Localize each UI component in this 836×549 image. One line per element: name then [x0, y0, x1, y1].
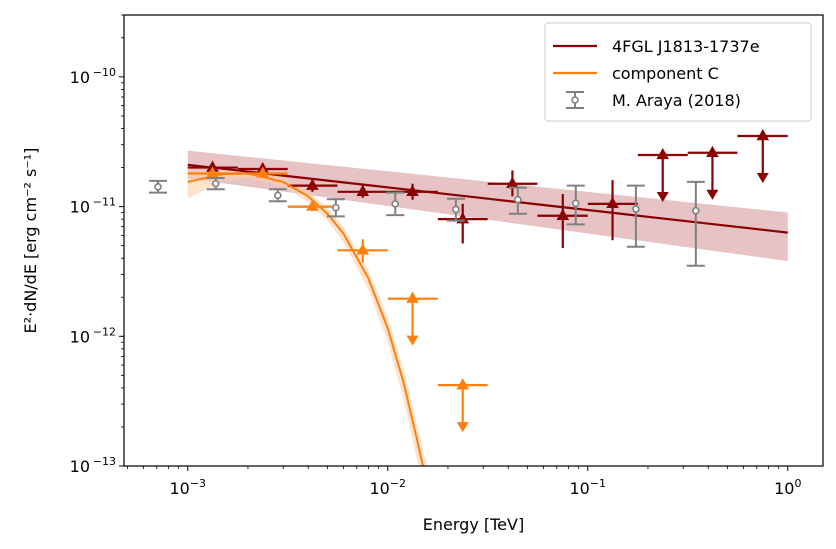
tick-exponent: −12: [93, 325, 116, 338]
tick-base: 10: [70, 68, 90, 87]
araya-point: [686, 180, 705, 267]
legend-entry: 4FGL J1813-1737e: [553, 37, 760, 56]
legend-box: [544, 22, 812, 122]
triangle-marker: [306, 199, 319, 211]
araya-point: [149, 179, 168, 194]
tick-base: 10: [70, 198, 90, 217]
triangle-marker: [456, 378, 470, 390]
axes-frame: [123, 14, 824, 467]
legend-circle-marker: [571, 96, 579, 104]
open-circle-marker: [211, 179, 220, 188]
tick-exponent: −3: [190, 477, 206, 490]
y-tick-label: 10 −13: [70, 455, 116, 476]
open-circle-marker: [332, 203, 340, 212]
triangle-marker: [206, 160, 219, 172]
triangle-marker: [656, 147, 670, 160]
araya-point: [326, 198, 345, 218]
x-tick-label: 10−2: [369, 477, 406, 498]
tick-exponent: 0: [794, 477, 801, 490]
open-circle-marker: [452, 205, 460, 214]
legend: 4FGL J1813-1737e component C M. Araya (201…: [544, 22, 812, 122]
tick-exponent: −13: [93, 455, 116, 468]
araya-point: [566, 184, 585, 226]
flux-point: [637, 153, 688, 202]
open-circle-marker: [632, 205, 640, 213]
x-tick-label: 10−1: [569, 477, 606, 498]
tick-base: 10: [70, 457, 90, 476]
araya-point: [386, 191, 405, 217]
open-circle-marker: [154, 183, 162, 191]
flux-point: [437, 384, 488, 433]
araya-point: [508, 186, 527, 215]
y-tick-label: 10 −11: [70, 196, 116, 217]
tick-exponent: −10: [93, 66, 116, 79]
araya-point: [268, 188, 287, 203]
open-circle-marker: [391, 200, 400, 208]
plot-area: [149, 129, 788, 466]
upper-limit-arrow: [456, 422, 469, 433]
tick-base: 10: [774, 479, 794, 498]
triangle-marker: [606, 196, 619, 209]
tick-exponent: −11: [93, 196, 116, 209]
legend-entry: component C: [553, 64, 719, 83]
triangle-marker: [706, 145, 719, 157]
tick-base: 10: [70, 327, 90, 346]
upper-limit-arrow: [406, 335, 419, 346]
triangle-marker: [406, 291, 419, 303]
y-tick-label: 10 −12: [70, 325, 116, 346]
triangle-marker: [356, 243, 370, 255]
flux-point: [737, 134, 788, 184]
open-circle-marker: [274, 191, 282, 200]
triangle-marker: [756, 129, 770, 141]
triangle-marker: [256, 166, 270, 178]
flux-point: [387, 297, 438, 346]
triangle-marker: [356, 184, 370, 197]
araya-point: [446, 197, 465, 222]
triangle-marker: [506, 176, 519, 188]
x-axis: 10−3 10−2 10−1 100: [127, 466, 801, 498]
triangle-marker: [556, 208, 570, 220]
model-band: [187, 150, 788, 262]
tick-base: 10: [569, 479, 589, 498]
triangle-marker: [406, 184, 419, 197]
araya-point: [206, 177, 225, 191]
y-tick-label: 10 −10: [70, 66, 116, 87]
tick-exponent: −1: [590, 477, 606, 490]
upper-limit-arrow: [706, 189, 719, 200]
model-curve-4fgl: [187, 163, 788, 234]
x-tick-label: 100: [774, 477, 801, 498]
legend-label: M. Araya (2018): [612, 91, 741, 110]
araya-point: [626, 184, 645, 248]
y-axis-label: E²·dN/dE [erg cm⁻² s⁻¹]: [21, 148, 40, 334]
x-tick-label: 10−3: [169, 477, 206, 498]
legend-entry: M. Araya (2018): [566, 91, 741, 110]
open-circle-marker: [692, 206, 700, 215]
tick-base: 10: [369, 479, 389, 498]
open-circle-marker: [571, 199, 580, 208]
tick-base: 10: [169, 479, 189, 498]
open-circle-marker: [514, 195, 522, 204]
legend-label: component C: [612, 64, 719, 83]
upper-limit-arrow: [656, 191, 669, 202]
triangle-marker: [206, 166, 219, 178]
upper-limit-arrow: [756, 173, 769, 184]
x-axis-label: Energy [TeV]: [423, 515, 524, 534]
triangle-marker: [306, 178, 319, 190]
tick-exponent: −2: [390, 477, 406, 490]
legend-label: 4FGL J1813-1737e: [612, 37, 760, 56]
